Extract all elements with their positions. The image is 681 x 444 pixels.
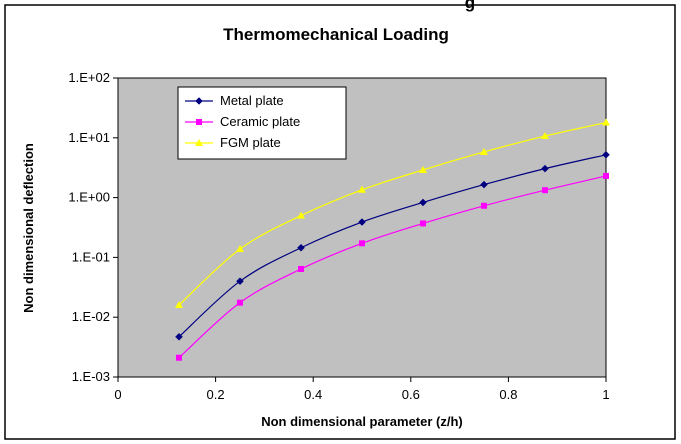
- data-point-metal-plate: [541, 164, 549, 173]
- data-point-fgm-plate: [236, 245, 244, 253]
- x-axis-label: Non dimensional parameter (z/h): [261, 414, 463, 429]
- data-point-ceramic-plate: [359, 240, 365, 247]
- data-point-metal-plate: [480, 180, 488, 189]
- x-tick-label: 1: [602, 387, 609, 402]
- data-point-metal-plate: [297, 243, 305, 252]
- legend-marker-fgm-plate: [195, 139, 203, 146]
- legend: Metal plate Ceramic plate FGM plate: [177, 86, 347, 160]
- legend-marker-ceramic-plate: [196, 119, 202, 125]
- data-point-fgm-plate: [602, 118, 610, 126]
- x-tick-label: 0.8: [499, 387, 517, 402]
- data-point-metal-plate: [175, 332, 183, 341]
- legend-label-ceramic-plate: Ceramic plate: [220, 114, 300, 129]
- data-point-ceramic-plate: [298, 265, 304, 272]
- data-point-metal-plate: [236, 277, 244, 286]
- data-point-fgm-plate: [419, 165, 427, 173]
- x-tick-label: 0.6: [402, 387, 420, 402]
- y-axis-label: Non dimensional deflection: [21, 143, 36, 313]
- y-tick-label: 1.E+00: [68, 190, 110, 205]
- chart-title: Thermomechanical Loading: [223, 25, 449, 44]
- data-point-fgm-plate: [358, 185, 366, 193]
- y-tick-label: 1.E-01: [72, 249, 110, 264]
- data-point-metal-plate: [419, 198, 427, 207]
- series-layer: [175, 118, 610, 361]
- x-tick-label: 0: [114, 387, 121, 402]
- y-tick-label: 1.E-03: [72, 369, 110, 384]
- data-point-fgm-plate: [175, 300, 183, 308]
- top-fragment-text: g: [465, 0, 475, 12]
- data-point-ceramic-plate: [420, 220, 426, 227]
- data-point-metal-plate: [602, 150, 610, 159]
- x-tick-label: 0.2: [207, 387, 225, 402]
- y-tick-label: 1.E+02: [68, 70, 110, 85]
- data-point-fgm-plate: [480, 147, 488, 155]
- x-axis: 0 0.2 0.4 0.6 0.8 1: [114, 377, 610, 402]
- x-tick-label: 0.4: [304, 387, 322, 402]
- series-ceramic-plate: [176, 172, 609, 361]
- y-axis: 1.E-03 1.E-02 1.E-01 1.E+00 1.E+01 1.E+02: [68, 70, 118, 384]
- data-point-metal-plate: [358, 218, 366, 226]
- data-point-ceramic-plate: [542, 187, 548, 194]
- legend-items: Metal plate Ceramic plate FGM plate: [185, 93, 300, 150]
- y-tick-label: 1.E-02: [72, 309, 110, 324]
- data-point-ceramic-plate: [603, 172, 609, 179]
- legend-marker-metal-plate: [195, 97, 203, 105]
- data-point-ceramic-plate: [176, 354, 182, 361]
- data-point-fgm-plate: [541, 132, 549, 140]
- series-metal-plate: [175, 150, 610, 341]
- legend-label-fgm-plate: FGM plate: [220, 135, 281, 150]
- series-fgm-plate: [175, 118, 610, 308]
- data-point-fgm-plate: [297, 211, 305, 219]
- legend-box: [177, 86, 347, 160]
- y-tick-label: 1.E+01: [68, 130, 110, 145]
- legend-label-metal-plate: Metal plate: [220, 93, 284, 108]
- data-point-ceramic-plate: [481, 202, 487, 209]
- data-point-ceramic-plate: [237, 299, 243, 306]
